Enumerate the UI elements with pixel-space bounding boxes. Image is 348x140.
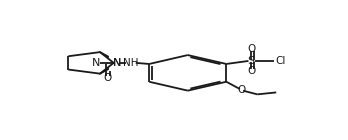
Text: O: O xyxy=(104,73,112,83)
Text: N: N xyxy=(113,58,121,68)
Text: O: O xyxy=(247,66,255,76)
Text: NH: NH xyxy=(123,58,139,68)
Text: O: O xyxy=(247,44,255,54)
Text: N: N xyxy=(92,58,100,68)
Text: S: S xyxy=(247,56,255,66)
Text: N: N xyxy=(113,58,121,68)
Text: O: O xyxy=(237,85,245,95)
Text: Cl: Cl xyxy=(275,56,285,66)
